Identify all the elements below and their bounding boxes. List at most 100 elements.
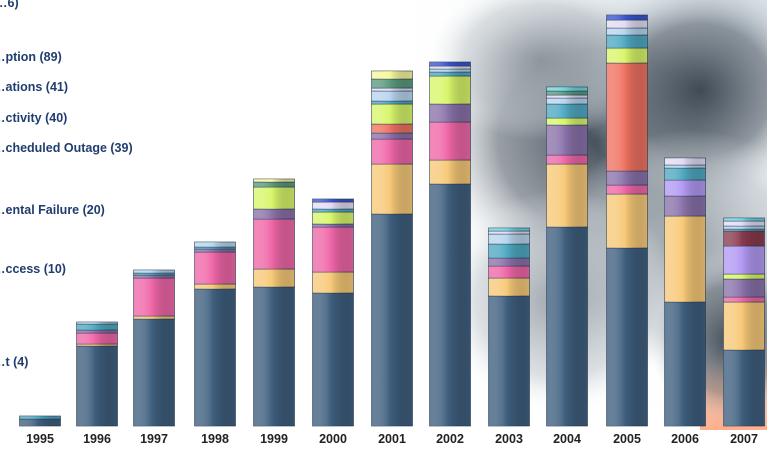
bar-segment-2002-teal [429,71,471,77]
bar-segment-2004-lavender [546,94,588,99]
bar-segment-2005-lime [606,47,648,64]
bar-segment-2000-tan [312,271,354,294]
bar-segment-1997-tan [133,315,175,320]
bar-segment-2004-lime [546,117,588,126]
bar-segment-2003-lavender [488,230,530,235]
bar-segment-2000-lime [312,211,354,225]
bar-segment-1999-pink [253,218,295,270]
bar-segment-2003-purple [488,257,530,267]
legend-label: …ption (89) [0,50,62,64]
legend-label: …6) [0,0,19,10]
bar-segment-2006-purple [664,195,706,217]
bar-segment-1998-teal [194,246,236,250]
bar-segment-2001-tan [371,163,413,215]
bar-segment-2001-green [371,78,413,89]
bar-segment-2002-lightblue [429,68,471,73]
bar-segment-2007-pink [723,296,765,303]
bar-segment-2000-base [312,292,354,427]
bar-segment-2007-teal [723,228,765,232]
bar-segment-1995-base [19,418,61,427]
bar-segment-2004-lightblue [546,97,588,105]
bar-segment-2004-base [546,226,588,427]
bar-segment-2007-purple [723,278,765,298]
bar-segment-2004-purple [546,124,588,156]
bar-segment-2005-base [606,247,648,427]
bar-segment-2000-purple [312,223,354,228]
bar-segment-2002-lavender [429,65,471,70]
bar-segment-2000-teal [312,208,354,213]
bar-segment-2004-green [546,90,588,96]
x-tick-label-1998: 1998 [201,432,229,446]
bar-segment-2001-yellow [371,70,413,80]
bar-segment-2007-lavender [723,220,765,227]
bar-segment-2001-salmon [371,123,413,134]
bar-segment-2003-tan [488,277,530,297]
bar-segment-2004-pink [546,154,588,165]
bar-segment-1997-base [133,318,175,427]
bar-segment-2006-teal [664,167,706,181]
bar-segment-1999-lime [253,186,295,210]
bar-segment-2002-purple [429,103,471,123]
bar-segment-2001-teal [371,100,413,105]
bar-segment-2003-lightblue [488,233,530,245]
bar-segment-1997-lightblue [133,269,175,274]
bar-segment-1999-tan [253,268,295,288]
bar-segment-1997-purple [133,274,175,279]
bar-segment-2007-cyan [723,217,765,222]
bar-segment-2007-tan [723,301,765,351]
legend-label: …ctivity (40) [0,111,68,125]
x-tick-label-1995: 1995 [26,432,54,446]
bar-segment-2001-lightblue [371,90,413,102]
bar-segment-2003-pink [488,265,530,279]
bar-segment-2004-teal [546,103,588,119]
bar-segment-2006-lightblue [664,164,706,169]
bar-segment-1996-base [76,345,118,427]
bar-segment-2000-blue [312,198,354,203]
x-tick-label-1997: 1997 [140,432,168,446]
bar-segment-1999-purple [253,208,295,220]
bar-segment-2002-lime [429,75,471,105]
bar-segment-2006-base [664,301,706,427]
bar-segment-1998-purple [194,248,236,253]
bar-segment-2005-lightblue [606,27,648,36]
bar-segment-1996-lightblue [76,321,118,325]
bar-segment-1998-pink [194,251,236,285]
legend-label: …t (4) [0,355,29,369]
bar-segment-1995-teal [19,415,61,420]
legend-label: …ental Failure (20) [0,203,105,217]
bar-segment-2005-purple [606,170,648,186]
x-tick-label-2007: 2007 [730,432,758,446]
x-tick-label-2000: 2000 [319,432,347,446]
bar-segment-2001-lime [371,103,413,125]
bar-segment-2001-lavender [371,87,413,92]
x-tick-label-2005: 2005 [613,432,641,446]
bar-segment-2002-base [429,183,471,427]
bar-segment-2005-tan [606,193,648,249]
bar-segment-2005-lavender [606,19,648,29]
bar-segment-2000-lavender [312,201,354,210]
bar-segment-2006-tan [664,215,706,303]
bar-segment-1998-base [194,288,236,427]
x-tick-label-1999: 1999 [260,432,288,446]
bar-segment-2004-cyan [546,86,588,92]
bar-segment-2000-pink [312,226,354,273]
bar-segment-2007-base [723,349,765,427]
bar-segment-2007-violet [723,245,765,275]
bar-segment-1996-teal [76,323,118,331]
bar-segment-2002-blue [429,61,471,67]
bar-segment-2003-cyan [488,227,530,232]
bar-segment-2001-pink [371,138,413,165]
bar-segment-2006-lavender [664,157,706,166]
bar-segment-1997-pink [133,277,175,317]
bar-segment-2007-maroon [723,230,765,247]
bar-segment-2007-lime [723,273,765,280]
x-tick-label-2001: 2001 [378,432,406,446]
bar-segment-1998-lightblue [194,241,236,248]
legend-label: …ations (41) [0,80,69,94]
bar-segment-2005-salmon [606,62,648,172]
bar-segment-2006-violet [664,179,706,197]
x-tick-label-2002: 2002 [436,432,464,446]
bar-segment-1999-green [253,181,295,188]
legend-label: …ccess (10) [0,262,66,276]
